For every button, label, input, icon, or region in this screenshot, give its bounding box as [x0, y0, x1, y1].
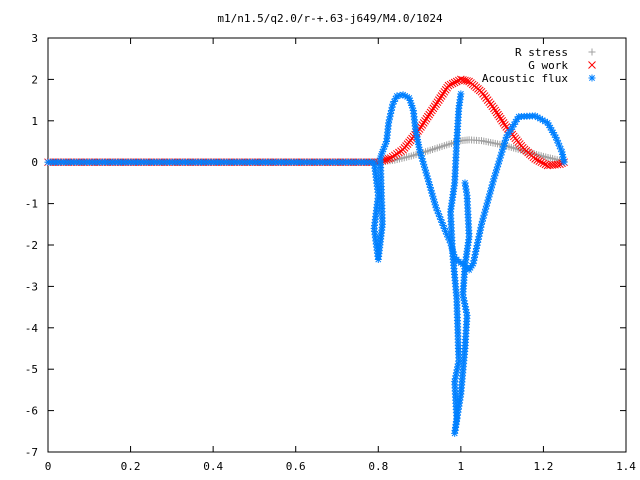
- data-point: [533, 156, 542, 164]
- legend-label: R stress: [515, 46, 568, 59]
- data-point: [461, 179, 469, 187]
- data-point: [446, 80, 455, 89]
- data-point: [535, 157, 544, 165]
- data-point: [450, 78, 459, 87]
- legend-marker: [588, 61, 596, 69]
- series-g-work: [44, 75, 568, 170]
- x-tick-label: 0.4: [203, 460, 223, 473]
- data-point: [438, 219, 446, 227]
- data-point: [553, 160, 562, 169]
- legend-label: G work: [528, 59, 568, 72]
- series-acoustic-flux: [44, 90, 568, 437]
- data-point: [463, 191, 471, 199]
- data-point: [439, 221, 447, 229]
- data-marks: [44, 75, 568, 437]
- y-tick-label: -7: [25, 446, 38, 459]
- data-point: [463, 77, 471, 85]
- y-tick-label: -4: [25, 322, 39, 335]
- y-tick-label: 2: [31, 73, 38, 86]
- y-tick-label: 1: [31, 115, 38, 128]
- data-point: [444, 81, 453, 90]
- data-point: [416, 146, 424, 154]
- y-tick-label: -2: [25, 239, 38, 252]
- data-point: [539, 159, 548, 168]
- data-point: [452, 77, 461, 86]
- axis-tick-labels: 0 0.2 0.4 0.6 0.8 1 1.2 1.4 3 2 1 0 -1 -2 -3 -4 -5 -6 -7: [25, 32, 637, 473]
- x-tick-label: 1.4: [616, 460, 636, 473]
- x-tick-label: 0: [45, 460, 52, 473]
- data-point: [537, 158, 546, 167]
- data-point: [463, 188, 471, 196]
- y-tick-label: -5: [25, 363, 38, 376]
- x-tick-label: 0.6: [286, 460, 306, 473]
- axis-ticks: [47, 37, 627, 453]
- plot-frame: [47, 37, 627, 453]
- x-tick-label: 1.2: [533, 460, 553, 473]
- legend-marker: [588, 74, 596, 82]
- data-point: [382, 155, 391, 164]
- y-tick-label: -1: [25, 198, 38, 211]
- y-tick-label: -6: [25, 405, 38, 418]
- y-tick-label: -3: [25, 280, 38, 293]
- data-point: [541, 160, 550, 169]
- legend-label: Acoustic flux: [482, 72, 568, 85]
- data-point: [462, 305, 470, 313]
- data-point: [448, 79, 457, 88]
- x-tick-label: 0.8: [368, 460, 388, 473]
- y-tick-label: 3: [31, 32, 38, 45]
- data-point: [560, 158, 568, 166]
- x-tick-label: 0.2: [121, 460, 141, 473]
- data-point: [384, 154, 393, 163]
- x-tick-label: 1: [458, 460, 465, 473]
- chart-title: m1/n1.5/q2.0/r-+.63-j649/M4.0/1024: [217, 12, 443, 25]
- legend-marker: [588, 48, 596, 56]
- y-tick-label: 0: [31, 156, 38, 169]
- data-point: [531, 155, 540, 163]
